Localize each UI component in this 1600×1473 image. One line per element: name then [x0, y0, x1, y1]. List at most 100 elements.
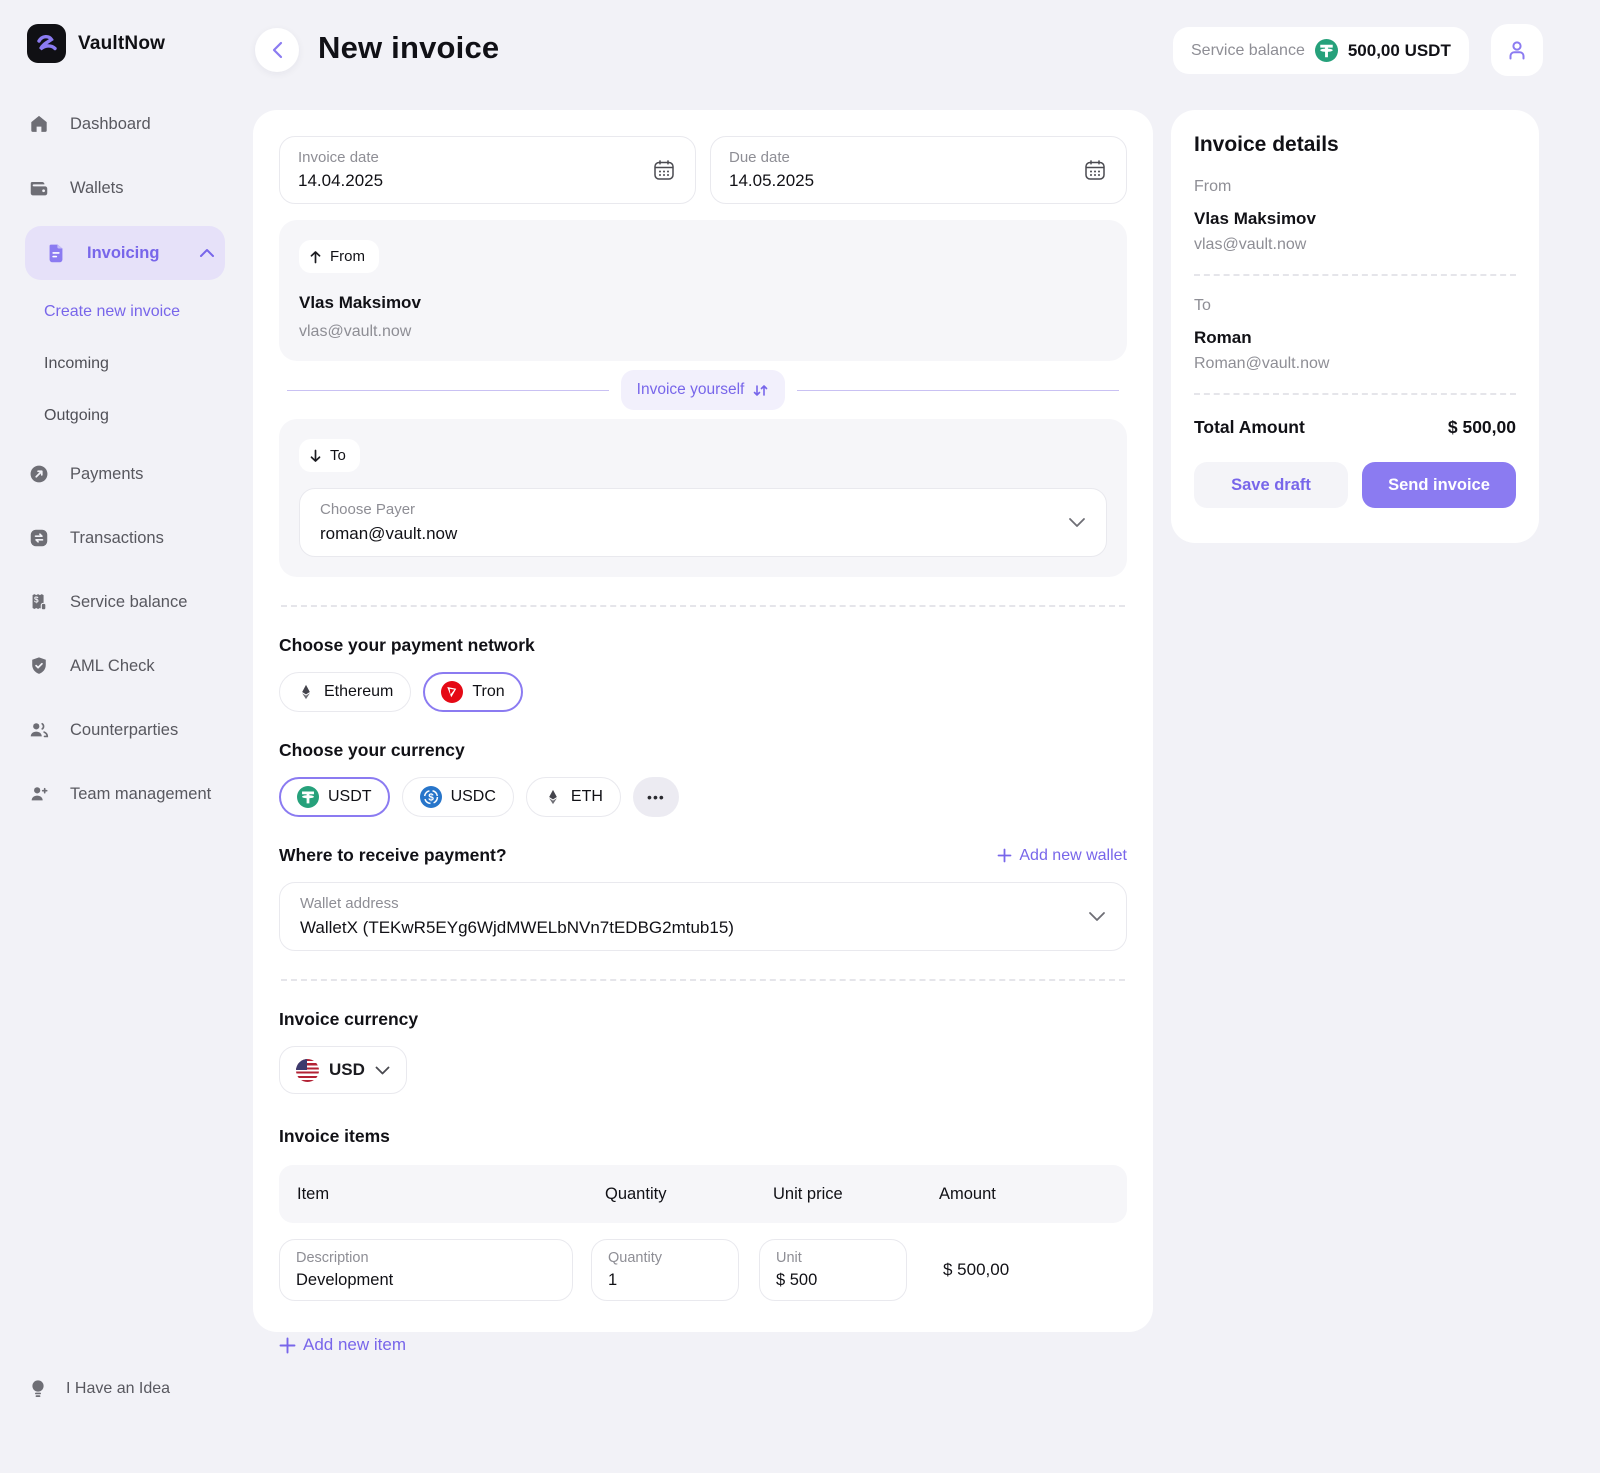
sidebar-nav: Dashboard Wallets Invoicing Create new i… [0, 92, 250, 826]
network-option-ethereum[interactable]: Ethereum [279, 672, 412, 712]
column-header-unit-price: Unit price [773, 1184, 843, 1203]
network-heading: Choose your payment network [279, 635, 535, 655]
invoice-currency-select[interactable]: USD [279, 1046, 407, 1094]
svg-text:$: $ [428, 792, 434, 803]
sidebar-item-dashboard[interactable]: Dashboard [0, 92, 250, 156]
dashed-divider [281, 979, 1125, 981]
sidebar-item-aml-check[interactable]: AML Check [0, 634, 250, 698]
sidebar-item-incoming[interactable]: Incoming [0, 338, 250, 390]
sidebar-item-payments[interactable]: Payments [0, 442, 250, 506]
receive-row: Where to receive payment? Add new wallet [279, 845, 1127, 866]
currency-label: USDC [450, 788, 496, 805]
wallet-address-select[interactable]: Wallet address WalletX (TEKwR5EYg6WjdMWE… [279, 882, 1127, 951]
details-from-name: Vlas Maksimov [1194, 209, 1316, 228]
calendar-icon[interactable] [651, 157, 677, 183]
from-card: From Vlas Maksimov vlas@vault.now [279, 220, 1127, 361]
item-description-input[interactable]: Description Development [279, 1239, 573, 1301]
invoice-yourself-label: Invoice yourself [636, 381, 745, 398]
invoice-date-field[interactable]: Invoice date 14.04.2025 [279, 136, 696, 204]
network-label: Tron [472, 683, 505, 700]
invoice-currency-heading: Invoice currency [279, 1009, 419, 1029]
invoice-items-heading: Invoice items [279, 1126, 390, 1146]
currency-option-eth[interactable]: ETH [525, 777, 621, 817]
save-draft-button[interactable]: Save draft [1194, 462, 1348, 508]
sidebar-sub-label: Create new invoice [44, 303, 181, 320]
dashed-divider [1194, 274, 1516, 276]
chevron-down-icon [1068, 517, 1086, 528]
sidebar-item-label: Counterparties [70, 720, 179, 739]
actions-row: Save draft Send invoice [1194, 462, 1516, 508]
usdc-icon: $ [419, 786, 442, 808]
swap-arrows-icon [752, 383, 769, 398]
tron-icon [441, 681, 464, 703]
home-icon [28, 113, 50, 135]
dashed-divider [281, 605, 1125, 607]
network-options: Ethereum Tron [279, 672, 1127, 712]
item-quantity-value: 1 [608, 1271, 618, 1289]
item-quantity-input[interactable]: Quantity 1 [591, 1239, 739, 1301]
sidebar-item-idea[interactable]: I Have an Idea [28, 1367, 170, 1411]
payments-icon [28, 463, 50, 485]
usdt-icon [297, 786, 319, 808]
wallet-address-value: WalletX (TEKwR5EYg6WjdMWELbNVn7tEDBG2mtu… [300, 918, 734, 937]
sidebar-item-label: Wallets [70, 178, 124, 197]
sidebar-item-outgoing[interactable]: Outgoing [0, 390, 250, 442]
sidebar-item-invoicing[interactable]: Invoicing [25, 226, 225, 280]
sidebar-item-counterparties[interactable]: Counterparties [0, 698, 250, 762]
currency-option-usdc[interactable]: $ USDC [401, 777, 514, 817]
send-invoice-button[interactable]: Send invoice [1362, 462, 1516, 508]
sidebar-item-transactions[interactable]: Transactions [0, 506, 250, 570]
lightbulb-icon [28, 1378, 48, 1400]
column-header-quantity: Quantity [605, 1184, 667, 1203]
network-option-tron[interactable]: Tron [423, 672, 523, 712]
item-description-label: Description [296, 1250, 369, 1266]
from-name: Vlas Maksimov [299, 293, 421, 312]
invoice-yourself-button[interactable]: Invoice yourself [620, 370, 786, 410]
transactions-icon [28, 527, 50, 549]
sidebar-sub-label: Incoming [44, 355, 109, 372]
column-header-amount: Amount [939, 1184, 996, 1203]
due-date-field[interactable]: Due date 14.05.2025 [710, 136, 1127, 204]
currency-heading: Choose your currency [279, 740, 465, 760]
sidebar-item-label: Dashboard [70, 114, 151, 133]
item-unit-price-label: Unit [776, 1250, 802, 1266]
to-card: To Choose Payer roman@vault.now [279, 419, 1127, 577]
to-badge: To [299, 439, 360, 472]
service-balance-pill[interactable]: Service balance 500,00 USDT [1173, 27, 1469, 74]
invoice-details-title: Invoice details [1194, 133, 1339, 156]
back-button[interactable] [255, 28, 299, 72]
dashed-divider [1194, 393, 1516, 395]
total-amount-label: Total Amount [1194, 417, 1305, 437]
details-to-name: Roman [1194, 328, 1252, 347]
due-date-value: 14.05.2025 [729, 171, 815, 190]
invoice-yourself-row: Invoice yourself [287, 370, 1120, 410]
add-new-wallet-button[interactable]: Add new wallet [997, 847, 1127, 865]
choose-payer-select[interactable]: Choose Payer roman@vault.now [299, 488, 1107, 557]
avatar[interactable] [1491, 24, 1543, 76]
brand: VaultNow [0, 0, 250, 63]
add-new-item-button[interactable]: Add new item [279, 1335, 1127, 1355]
sidebar-sub-label: Outgoing [44, 407, 109, 424]
sidebar-item-team-management[interactable]: Team management [0, 762, 250, 826]
details-to-email: Roman@vault.now [1194, 355, 1330, 372]
team-management-icon [28, 783, 50, 805]
item-unit-price-input[interactable]: Unit $ 500 [759, 1239, 907, 1301]
sidebar-item-wallets[interactable]: Wallets [0, 156, 250, 220]
currency-option-usdt[interactable]: USDT [279, 777, 390, 817]
arrow-down-icon [309, 449, 322, 463]
sidebar-item-service-balance[interactable]: $ Service balance [0, 570, 250, 634]
sidebar-item-create-new-invoice[interactable]: Create new invoice [0, 286, 250, 338]
sidebar-item-label: AML Check [70, 656, 155, 675]
details-to-label: To [1194, 297, 1211, 314]
idea-label: I Have an Idea [66, 1380, 171, 1397]
calendar-icon[interactable] [1082, 157, 1108, 183]
wallet-icon [28, 177, 50, 199]
invoice-date-label: Invoice date [298, 149, 379, 166]
details-from-email: vlas@vault.now [1194, 236, 1307, 253]
currency-label: USDT [328, 788, 372, 805]
sidebar-item-label: Transactions [70, 528, 164, 547]
receive-heading: Where to receive payment? [279, 845, 507, 865]
service-balance-label: Service balance [1191, 41, 1305, 59]
more-currencies-button[interactable]: ••• [632, 777, 679, 817]
